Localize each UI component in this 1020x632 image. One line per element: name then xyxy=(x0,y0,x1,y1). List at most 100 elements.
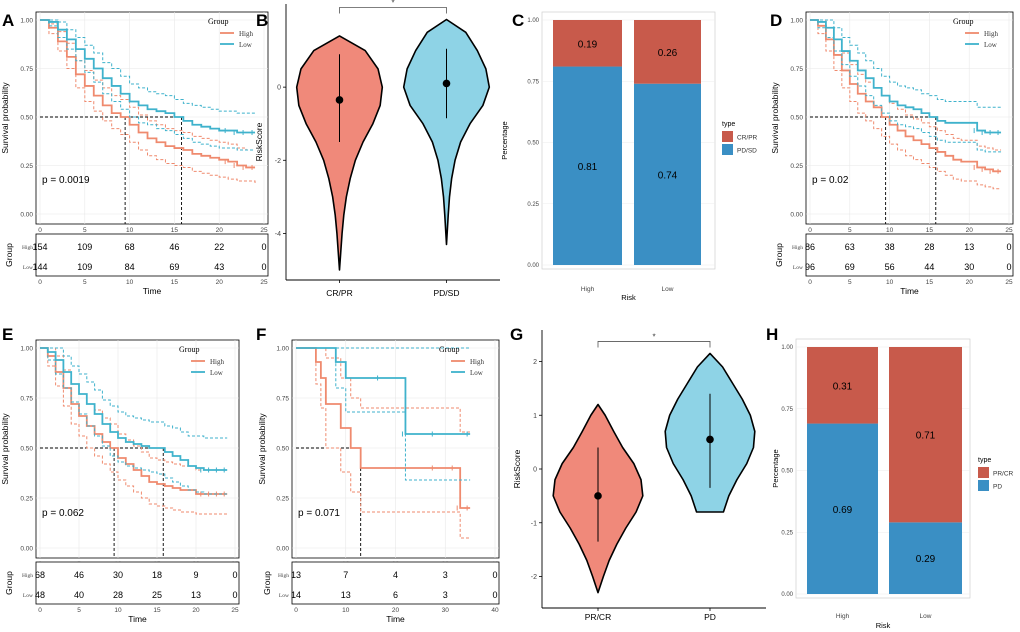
risk-count: 109 xyxy=(77,242,92,252)
risk-count: 68 xyxy=(35,570,45,580)
x-axis-title: Time xyxy=(143,286,162,296)
legend-label-low: Low xyxy=(239,41,253,49)
risk-table-x-tick: 40 xyxy=(491,607,499,614)
y-tick-label: 0.50 xyxy=(781,469,793,475)
x-tick-label: 0 xyxy=(38,227,42,234)
risk-table-x-tick: 10 xyxy=(342,607,350,614)
legend-key-pd-sd xyxy=(722,144,733,155)
risk-table-x-tick: 25 xyxy=(231,607,239,614)
violin-median-point xyxy=(706,435,714,444)
risk-table-x-tick: 15 xyxy=(171,279,179,286)
legend-label-low: Low xyxy=(210,369,224,377)
risk-count: 46 xyxy=(74,570,84,580)
x-axis-title: Risk xyxy=(876,621,891,630)
risk-count: 69 xyxy=(169,262,179,272)
legend-label-high: High xyxy=(210,358,225,366)
survival-curve-low xyxy=(40,347,228,471)
risk-count: 69 xyxy=(845,262,855,272)
risk-count: 30 xyxy=(113,570,123,580)
x-tick-label: 20 xyxy=(966,227,974,234)
legend-label-pd: PD xyxy=(993,484,1002,491)
risk-table-x-tick: 10 xyxy=(126,279,134,286)
risk-count: 28 xyxy=(924,242,934,252)
risk-table-row-label: Low xyxy=(23,593,33,599)
y-tick-label: 0.75 xyxy=(20,396,33,403)
survival-curve-low xyxy=(40,19,256,134)
x-tick-label: 25 xyxy=(1005,227,1013,234)
risk-count: 3 xyxy=(443,570,448,580)
risk-table-y-title: Group xyxy=(4,243,14,267)
bar-value-label: 0.31 xyxy=(833,381,853,392)
survival-curve-high xyxy=(40,347,228,495)
y-axis-title: Survival probability xyxy=(770,82,780,154)
x-axis-title: Time xyxy=(128,614,147,624)
y-tick-label: 0.25 xyxy=(276,496,289,503)
risk-count: 46 xyxy=(169,242,179,252)
y-tick-label: -1 xyxy=(531,520,537,527)
bar-value-label: 0.69 xyxy=(833,505,853,516)
risk-count: 0 xyxy=(1006,262,1011,272)
risk-table-border xyxy=(291,561,500,605)
bar-segment-pr-cr xyxy=(889,347,962,523)
legend-title: Group xyxy=(953,17,973,26)
legend-key-pd xyxy=(978,480,989,491)
bar-segment-cr-pr xyxy=(553,20,622,67)
risk-count: 13 xyxy=(191,590,201,600)
panel-letter-D: D xyxy=(770,11,782,30)
ci-upper-high xyxy=(810,19,1002,151)
risk-count: 0 xyxy=(261,262,266,272)
risk-table-x-tick: 25 xyxy=(260,279,268,286)
panel-letter-E: E xyxy=(2,325,13,344)
p-value-label: p = 0.0019 xyxy=(42,175,90,186)
legend-key-cr-pr xyxy=(722,131,733,142)
legend-label-high: High xyxy=(470,358,485,366)
risk-count: 13 xyxy=(291,570,301,580)
legend-label-pr-cr: PR/CR xyxy=(993,471,1014,478)
risk-table-x-tick: 0 xyxy=(38,607,42,614)
risk-table-x-tick: 20 xyxy=(192,607,200,614)
risk-count: 56 xyxy=(885,262,895,272)
risk-count: 144 xyxy=(32,262,47,272)
significance-label: * xyxy=(652,332,655,341)
x-category-label: CR/PR xyxy=(326,288,352,298)
risk-table-x-tick: 5 xyxy=(83,279,87,286)
violin-median-point xyxy=(335,96,344,104)
panel-letter-A: A xyxy=(2,11,14,30)
risk-count: 68 xyxy=(125,242,135,252)
x-category-label: Low xyxy=(662,286,674,293)
x-category-label: PR/CR xyxy=(585,612,611,622)
ci-lower-low xyxy=(40,19,256,151)
violin-median-point xyxy=(442,79,451,88)
bar-value-label: 0.29 xyxy=(916,554,936,565)
risk-table-y-title: Group xyxy=(774,243,784,267)
y-tick-label: 0.50 xyxy=(276,446,289,453)
risk-count: 22 xyxy=(214,242,224,252)
ci-lower-high xyxy=(810,19,1002,190)
survival-curve-low xyxy=(296,347,471,435)
risk-table-x-tick: 10 xyxy=(886,279,894,286)
y-tick-label: 0.75 xyxy=(276,396,289,403)
x-category-label: Low xyxy=(920,613,932,620)
bar-value-label: 0.26 xyxy=(658,48,678,59)
y-tick-label: 0.25 xyxy=(527,202,539,208)
legend-title: Group xyxy=(208,17,228,26)
y-tick-label: -2 xyxy=(531,574,537,581)
y-tick-label: 0.75 xyxy=(781,407,793,413)
ci-upper-low xyxy=(810,19,1002,108)
y-tick-label: 0.25 xyxy=(20,496,33,503)
y-tick-label: 0.00 xyxy=(276,546,289,553)
bar-segment-pd xyxy=(807,423,878,594)
km-plot-border xyxy=(805,11,1014,225)
y-tick-label: 1.00 xyxy=(781,345,793,351)
legend-title: Group xyxy=(179,345,199,354)
panel-letter-B: B xyxy=(256,11,268,30)
x-category-label: High xyxy=(836,613,850,620)
legend-label-low: Low xyxy=(984,41,998,49)
risk-table-row-label: Low xyxy=(279,593,289,599)
risk-count: 0 xyxy=(492,570,497,580)
risk-count: 154 xyxy=(32,242,47,252)
ci-lower-high xyxy=(40,347,228,515)
x-tick-label: 15 xyxy=(926,227,934,234)
x-axis-title: Risk xyxy=(621,293,636,302)
bar-segment-pd xyxy=(889,522,962,594)
